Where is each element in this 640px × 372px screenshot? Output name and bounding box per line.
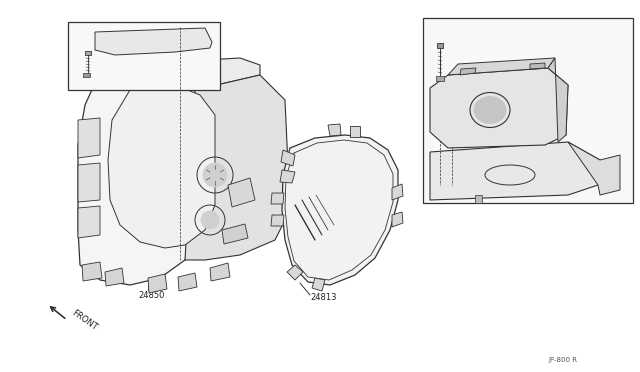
- Polygon shape: [312, 278, 325, 291]
- Text: ANALOG CLOCK: ANALOG CLOCK: [430, 26, 496, 35]
- Polygon shape: [437, 43, 443, 48]
- Polygon shape: [85, 51, 91, 55]
- Ellipse shape: [474, 96, 506, 124]
- Polygon shape: [282, 135, 398, 285]
- Polygon shape: [430, 142, 600, 200]
- Polygon shape: [95, 28, 212, 55]
- Polygon shape: [210, 263, 230, 281]
- Polygon shape: [475, 195, 482, 203]
- Polygon shape: [78, 118, 100, 158]
- Polygon shape: [392, 184, 403, 200]
- Polygon shape: [548, 58, 568, 142]
- Polygon shape: [148, 274, 167, 293]
- Polygon shape: [328, 124, 341, 136]
- Text: 24850: 24850: [138, 292, 164, 301]
- Polygon shape: [271, 215, 284, 226]
- Polygon shape: [350, 126, 360, 137]
- Text: 24813: 24813: [310, 294, 337, 302]
- Polygon shape: [287, 265, 303, 280]
- Polygon shape: [271, 193, 284, 204]
- Polygon shape: [430, 68, 568, 148]
- Polygon shape: [178, 273, 197, 291]
- Bar: [423, 18, 633, 203]
- Polygon shape: [280, 170, 295, 183]
- Polygon shape: [222, 224, 248, 244]
- Polygon shape: [281, 150, 295, 166]
- Text: SEC.680: SEC.680: [70, 48, 102, 57]
- Polygon shape: [78, 163, 100, 202]
- Polygon shape: [82, 262, 102, 281]
- Text: JP-800 R: JP-800 R: [548, 357, 577, 363]
- Polygon shape: [448, 58, 555, 75]
- Polygon shape: [185, 75, 290, 260]
- Polygon shape: [130, 58, 260, 90]
- Text: 25B10: 25B10: [577, 92, 600, 98]
- Text: FRONT: FRONT: [70, 308, 99, 332]
- Polygon shape: [436, 76, 444, 81]
- Text: 24969H: 24969H: [428, 42, 456, 48]
- Polygon shape: [78, 68, 200, 285]
- Polygon shape: [460, 68, 476, 75]
- Polygon shape: [530, 63, 545, 69]
- Polygon shape: [108, 85, 215, 248]
- Bar: [68, 22, 220, 90]
- Polygon shape: [105, 268, 124, 286]
- Polygon shape: [83, 73, 90, 77]
- Circle shape: [201, 211, 219, 229]
- Circle shape: [203, 163, 227, 187]
- Text: 24860X: 24860X: [460, 37, 488, 43]
- Polygon shape: [228, 178, 255, 207]
- Polygon shape: [78, 206, 100, 238]
- Polygon shape: [568, 142, 620, 195]
- Polygon shape: [392, 212, 403, 227]
